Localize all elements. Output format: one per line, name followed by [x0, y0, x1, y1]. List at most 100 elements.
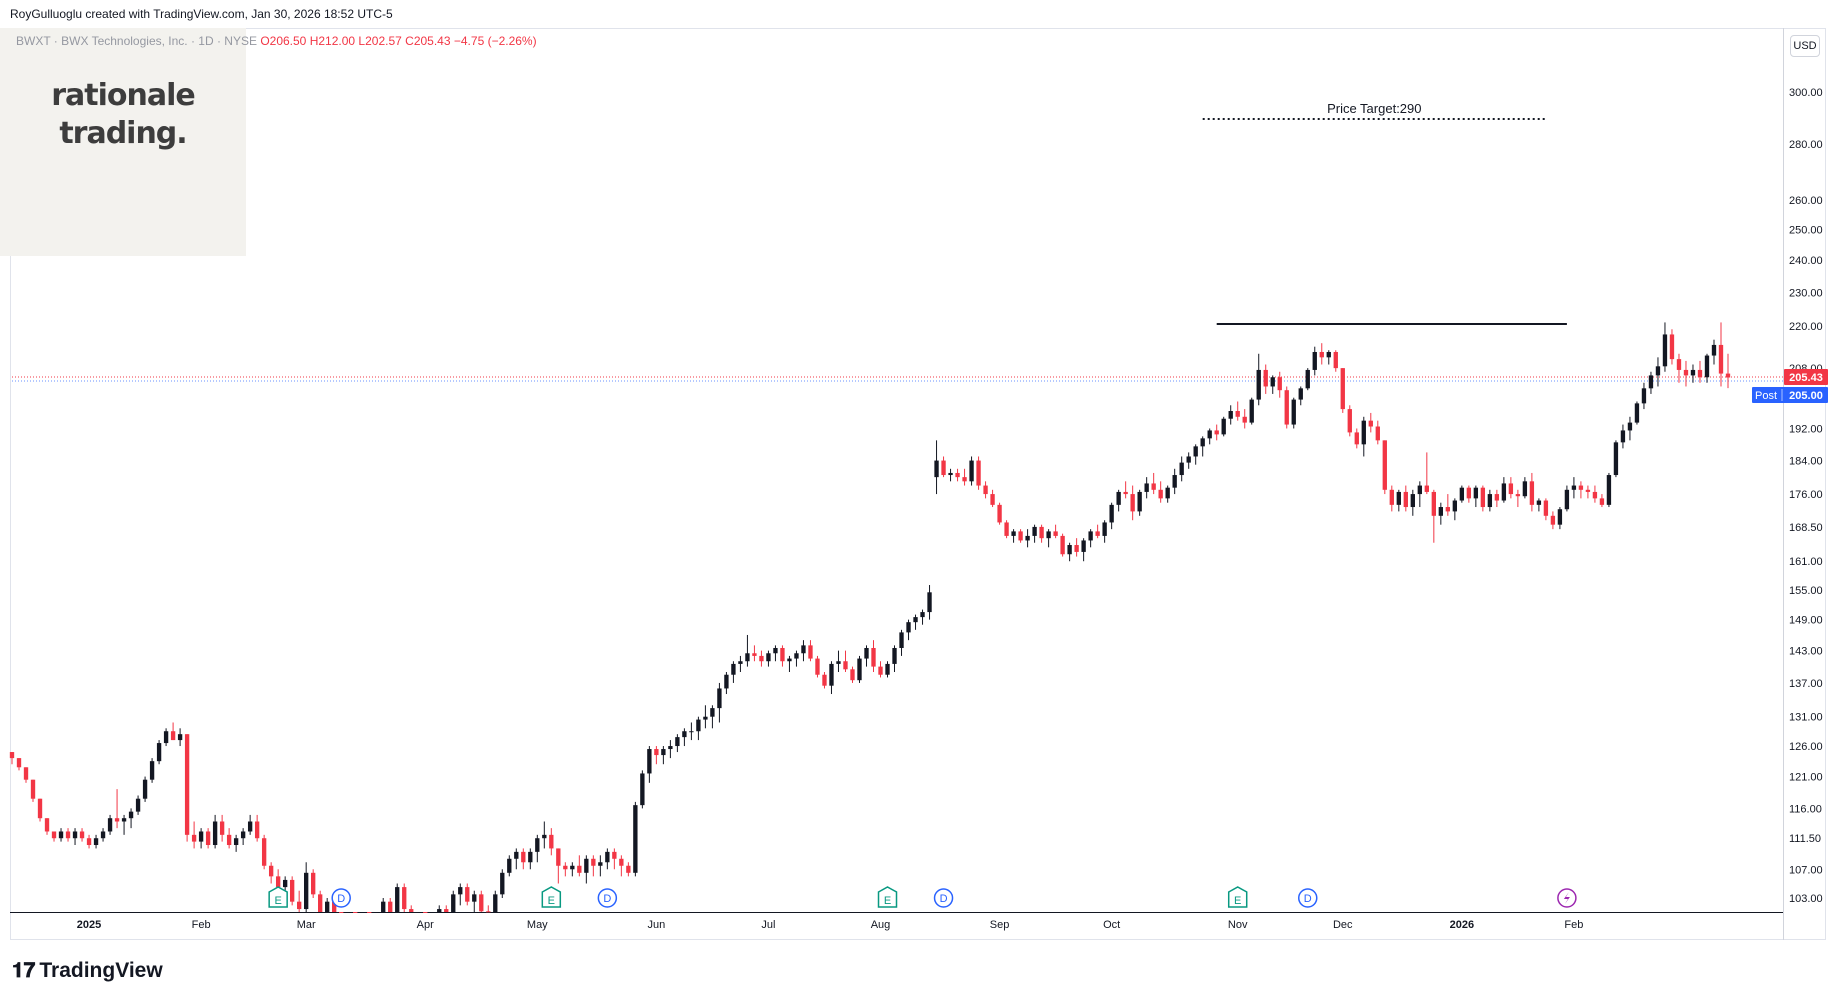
candle-body	[1354, 432, 1359, 445]
candle	[444, 905, 449, 912]
candle-body	[885, 663, 890, 675]
earnings-icon[interactable]: E	[1227, 886, 1248, 908]
candle-body	[584, 858, 589, 873]
post-price-text: 205.00	[1789, 390, 1823, 402]
dividend-icon[interactable]: D	[597, 888, 618, 908]
tradingview-logo[interactable]: 𝟏𝟕 TradingView	[12, 958, 163, 983]
candle	[1466, 485, 1472, 503]
candle-body	[1578, 485, 1584, 490]
candle-body	[850, 669, 855, 681]
candle-body	[325, 901, 330, 912]
candle	[381, 898, 386, 912]
currency-button[interactable]: USD	[1790, 35, 1820, 57]
price-tick-label: 126.00	[1789, 741, 1823, 753]
candle	[927, 585, 932, 620]
candle-body	[1060, 535, 1065, 555]
candle	[1424, 452, 1429, 495]
candle-body	[1151, 483, 1156, 490]
candle-body	[962, 477, 967, 482]
candle	[500, 869, 505, 898]
candle	[58, 828, 64, 842]
candle	[640, 770, 645, 809]
earnings-icon[interactable]: E	[268, 886, 288, 908]
candle-body	[542, 834, 547, 839]
candle-body	[282, 879, 288, 888]
candle	[1564, 485, 1570, 512]
candle	[1592, 485, 1598, 503]
price-tick-label: 131.00	[1789, 712, 1823, 724]
candle	[717, 682, 722, 723]
candle-body	[128, 811, 134, 819]
candle-body	[794, 653, 799, 659]
candle-body	[472, 894, 477, 902]
price-tick-label: 116.00	[1789, 803, 1822, 815]
dividend-icon[interactable]: D	[933, 888, 954, 908]
candle	[1459, 485, 1465, 503]
candle-body	[1200, 438, 1205, 447]
candle	[556, 848, 561, 884]
candle	[128, 808, 134, 829]
candle	[79, 828, 85, 842]
candle	[1515, 489, 1521, 508]
symbol-info[interactable]: BWXT · BWX Technologies, Inc. · 1D · NYS…	[16, 34, 257, 48]
candle	[191, 821, 197, 849]
earnings-icon[interactable]: E	[877, 886, 898, 908]
candle-body	[1697, 369, 1703, 378]
candle-body	[577, 865, 582, 873]
candle	[1025, 529, 1030, 548]
candle	[44, 818, 50, 835]
candle-body	[675, 737, 680, 747]
candle	[969, 456, 974, 486]
earnings-badge	[541, 886, 562, 908]
candle-body	[731, 663, 736, 675]
candle	[1613, 440, 1619, 478]
candle-body	[58, 831, 64, 839]
candle	[163, 728, 169, 747]
candle-body	[1158, 489, 1163, 499]
earnings-icon[interactable]: E	[541, 886, 562, 908]
candle-body	[1326, 351, 1331, 358]
candle-body	[1634, 403, 1640, 423]
candle	[892, 645, 897, 673]
candle	[65, 828, 71, 842]
candle-body	[1347, 409, 1352, 433]
candle	[1228, 405, 1233, 425]
candle-body	[156, 743, 162, 762]
candle	[296, 890, 302, 912]
candle	[1130, 485, 1135, 521]
price-tags: 205.43 Post 205.00	[1752, 369, 1828, 403]
split-icon[interactable]	[1557, 888, 1577, 908]
candle	[962, 468, 967, 486]
candle	[1312, 346, 1317, 376]
candle-body	[927, 592, 932, 613]
candle	[51, 831, 57, 842]
price-tick-label: 168.50	[1789, 522, 1823, 534]
candle-body	[1039, 526, 1044, 539]
candle	[388, 898, 393, 912]
candle	[268, 862, 274, 884]
candle-body	[247, 821, 253, 832]
dividend-icon[interactable]: D	[1298, 888, 1318, 908]
candle	[766, 650, 771, 667]
candle-body	[696, 719, 701, 732]
price-tick-label: 240.00	[1789, 255, 1823, 267]
candle	[1144, 477, 1149, 499]
candle	[233, 834, 239, 852]
candle-body	[367, 912, 372, 913]
dividend-icon[interactable]: D	[331, 888, 351, 908]
last-price-tag	[1784, 369, 1828, 385]
price-tick-label: 149.00	[1789, 615, 1823, 627]
candle	[514, 848, 519, 870]
earnings-letter: E	[1234, 895, 1241, 907]
candle	[626, 862, 631, 877]
watermark-line1: rationale	[51, 78, 196, 113]
candle	[1550, 511, 1556, 530]
candle-body	[416, 912, 421, 913]
candle-body	[1529, 481, 1535, 505]
candle-body	[86, 838, 92, 846]
candle	[240, 828, 246, 846]
price-tick-label: 184.00	[1789, 456, 1823, 468]
candle	[1011, 529, 1016, 543]
time-axis-divider	[10, 912, 1783, 913]
